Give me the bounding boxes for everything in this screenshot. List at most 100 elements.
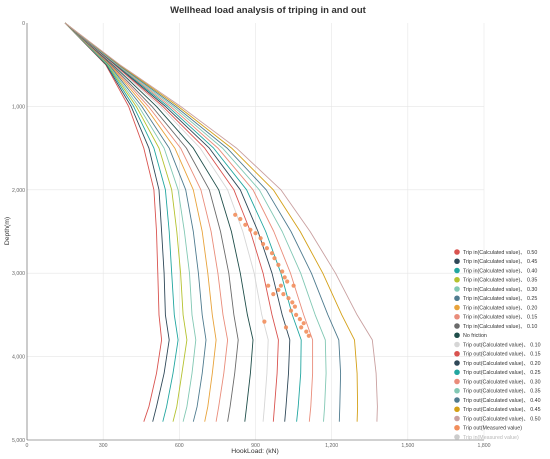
measured-point xyxy=(276,262,281,267)
series-line-7 xyxy=(64,22,217,422)
legend-item[interactable]: Trip out(Calculated value)、 0.35 xyxy=(454,387,541,395)
measured-point xyxy=(264,246,269,251)
y-axis-label: Depth(m) xyxy=(4,217,11,245)
legend-item[interactable]: Trip out(Calculated value)、 0.40 xyxy=(454,397,541,404)
legend-label: Trip out(Calculated value)、 0.45 xyxy=(463,407,541,413)
legend-item[interactable]: Trip out(Calculated value)、 0.30 xyxy=(454,378,541,386)
measured-point xyxy=(258,236,263,241)
legend-label: Trip out(Calculated value)、 0.40 xyxy=(463,398,541,404)
measured-point xyxy=(266,283,271,288)
measured-point xyxy=(269,251,275,256)
measured-point xyxy=(248,227,253,232)
legend-marker xyxy=(454,249,460,255)
measured-point xyxy=(288,308,294,313)
legend-item[interactable]: Trip out(Calculated value)、 0.50 xyxy=(454,415,541,423)
legend-label: Trip out(Calculated value)、 0.10 xyxy=(463,342,541,348)
legend-label: Trip in(Calculated value)、 0.30 xyxy=(463,287,537,293)
measured-point xyxy=(261,241,266,247)
series-lines xyxy=(64,22,378,422)
series-line-2 xyxy=(64,22,170,422)
legend-item[interactable]: No friction xyxy=(454,332,487,339)
x-axis-label: HookLoad: (kN) xyxy=(231,448,279,455)
legend-marker xyxy=(454,258,460,265)
measured-point xyxy=(276,287,281,292)
measured-point xyxy=(282,275,287,280)
legend-item[interactable]: Trip out(Calculated value)、 0.15 xyxy=(454,350,541,358)
legend-item[interactable]: Trip in(Calculated value)、 0.35 xyxy=(454,276,537,284)
y-tick-label: 3,000 xyxy=(12,271,25,277)
legend-label: Trip in(Calculated value)、 0.20 xyxy=(463,305,537,311)
legend-item[interactable]: Trip in(Measured value) xyxy=(454,434,519,441)
legend-label: Trip in(Calculated value)、 0.35 xyxy=(463,278,537,284)
legend-item[interactable]: Trip out(Measured value) xyxy=(454,424,522,432)
measured-point xyxy=(294,312,299,317)
legend-item[interactable]: Trip out(Calculated value)、 0.20 xyxy=(454,360,541,367)
legend-item[interactable]: Trip in(Calculated value)、 0.10 xyxy=(454,323,537,330)
series-line-17 xyxy=(64,22,342,422)
legend-label: Trip out(Calculated value)、 0.15 xyxy=(463,352,541,358)
legend-label: Trip in(Calculated value)、 0.50 xyxy=(463,250,537,256)
legend-marker xyxy=(454,286,460,292)
legend-marker xyxy=(454,323,460,329)
measured-point xyxy=(280,269,285,274)
measured-point xyxy=(301,321,306,326)
y-tick-label: 5,000 xyxy=(12,438,25,444)
legend-marker xyxy=(454,295,460,302)
legend-item[interactable]: Trip in(Calculated value)、 0.20 xyxy=(454,304,537,312)
measured-point xyxy=(238,216,243,222)
legend-item[interactable]: Trip out(Calculated value)、 0.25 xyxy=(454,369,541,376)
legend-item[interactable]: Trip in(Calculated value)、 0.15 xyxy=(454,313,537,321)
series-line-11 xyxy=(64,22,269,422)
series-line-8 xyxy=(64,22,229,422)
legend-label: Trip out(Calculated value)、 0.25 xyxy=(463,370,541,376)
measured-point xyxy=(262,319,267,324)
measured-point xyxy=(297,317,302,322)
series-line-13 xyxy=(64,22,291,422)
legend-item[interactable]: Trip in(Calculated value)、 0.30 xyxy=(454,286,537,293)
x-tick-label: 900 xyxy=(251,443,260,449)
legend-marker xyxy=(454,378,460,385)
scatter-points xyxy=(233,212,311,338)
series-line-6 xyxy=(64,22,207,422)
legend-label: Trip in(Calculated value)、 0.10 xyxy=(463,324,537,330)
measured-point xyxy=(299,325,304,330)
series-line-12 xyxy=(64,22,279,422)
legend-marker xyxy=(454,276,460,283)
measured-point xyxy=(290,300,295,305)
measured-point xyxy=(271,292,276,297)
series-line-15 xyxy=(64,22,314,422)
measured-point xyxy=(285,279,290,284)
legend-item[interactable]: Trip in(Calculated value)、 0.40 xyxy=(454,267,537,275)
legend-marker xyxy=(454,415,460,422)
legend[interactable]: Trip in(Calculated value)、 0.50 Trip in(C… xyxy=(454,249,541,441)
measured-point xyxy=(283,325,289,330)
legend-item[interactable]: Trip in(Calculated value)、 0.50 xyxy=(454,249,537,256)
legend-label: Trip in(Calculated value)、 0.25 xyxy=(463,296,537,302)
legend-marker xyxy=(454,360,460,366)
legend-item[interactable]: Trip in(Calculated value)、 0.25 xyxy=(454,295,537,302)
x-tick-label: 1,800 xyxy=(478,443,491,449)
y-tick-label: 2,000 xyxy=(12,188,25,194)
legend-marker xyxy=(454,434,460,440)
series-line-10 xyxy=(64,22,254,422)
series-line-9 xyxy=(64,22,239,422)
chart-title: Wellhead load analysis of triping in and… xyxy=(170,5,366,16)
legend-marker xyxy=(454,424,460,431)
legend-item[interactable]: Trip in(Calculated value)、 0.45 xyxy=(454,258,537,265)
legend-label: Trip in(Measured value) xyxy=(463,435,519,441)
measured-point xyxy=(291,283,296,288)
legend-marker xyxy=(454,332,460,339)
y-tick-label: 1,000 xyxy=(12,104,25,110)
legend-item[interactable]: Trip out(Calculated value)、 0.45 xyxy=(454,406,541,413)
measured-point xyxy=(292,304,297,309)
legend-marker xyxy=(454,341,460,348)
tick-labels: 0 300 600 900 1,200 1,500 1,800 0 1,000 2,000 3,00… xyxy=(12,21,491,449)
measured-point xyxy=(306,333,311,338)
measured-point xyxy=(233,212,238,217)
legend-marker xyxy=(454,387,460,394)
y-tick-label: 4,000 xyxy=(12,355,25,361)
legend-item[interactable]: Trip out(Calculated value)、 0.10 xyxy=(454,341,541,349)
legend-label: Trip out(Calculated value)、 0.20 xyxy=(463,361,541,367)
series-line-4 xyxy=(64,22,188,422)
